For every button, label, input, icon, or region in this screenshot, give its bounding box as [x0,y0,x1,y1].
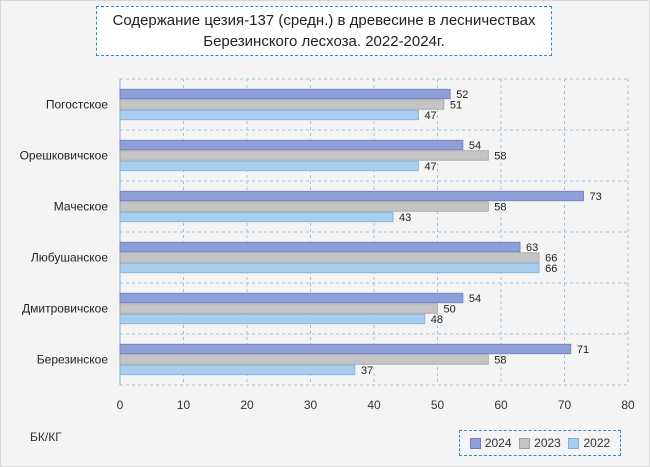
unit-label: БК/КГ [30,430,62,444]
bar-2023-3 [119,252,540,263]
legend-item-2023: 2023 [519,436,561,450]
bar-2024-4 [119,292,464,304]
legend-label-2022: 2022 [583,436,611,450]
x-tick-label-6: 60 [494,398,508,412]
data-label-2023-5: 58 [494,354,506,366]
legend-swatch-2023 [519,437,531,449]
category-label-3: Любушанское [31,251,108,265]
data-label-2023-3: 66 [545,252,557,264]
chart-title: Содержание цезия-137 (средн.) в древесин… [96,6,552,56]
bar-2022-5 [119,364,356,376]
x-tick-label-5: 50 [431,398,445,412]
bar-2023-0 [119,99,445,110]
bar-2022-0 [119,109,419,121]
legend-swatch-2024 [469,437,481,449]
data-label-2023-0: 51 [450,99,462,111]
data-label-2022-0: 47 [424,110,436,122]
bar-2024-3 [119,241,521,253]
x-tick-label-4: 40 [367,398,381,412]
bar-2022-3 [119,262,540,274]
x-tick-label-1: 10 [177,398,191,412]
data-label-2022-4: 48 [431,314,443,326]
bar-2023-5 [119,354,489,365]
bar-2024-5 [119,343,572,355]
chart-title-line-2: Березинского лесхоза. 2022-2024г. [203,33,445,50]
data-label-2023-4: 50 [444,303,456,315]
data-label-2022-2: 43 [399,212,411,224]
bar-2023-1 [119,150,489,161]
data-label-2024-4: 54 [469,293,481,305]
data-label-2024-5: 71 [577,344,589,356]
data-label-2022-3: 66 [545,263,557,275]
data-label-2023-2: 58 [494,201,506,213]
data-label-2024-2: 73 [590,191,602,203]
data-label-2024-1: 54 [469,140,481,152]
legend-item-2022: 2022 [568,436,610,450]
bar-2023-4 [119,303,438,314]
x-tick-label-7: 70 [558,398,572,412]
bar-2024-2 [119,190,584,202]
data-label-2022-1: 47 [424,161,436,173]
legend: 2024 2023 2022 [459,430,621,456]
x-tick-label-8: 80 [621,398,635,412]
legend-label-2024: 2024 [484,436,512,450]
x-tick-label-3: 30 [304,398,318,412]
category-label-0: Погостское [46,98,109,112]
data-label-2024-3: 63 [526,242,538,254]
x-tick-label-2: 20 [240,398,254,412]
bar-2023-2 [119,201,489,212]
category-label-4: Дмитровичское [22,302,108,316]
bar-2024-0 [119,88,451,100]
x-tick-label-0: 0 [117,398,124,412]
bar-2022-2 [119,211,394,223]
bar-2022-1 [119,160,419,172]
category-label-1: Орешковичское [20,149,109,163]
bar-2024-1 [119,139,464,151]
category-label-2: Маческое [54,200,109,214]
category-label-5: Березинское [37,353,109,367]
data-label-2022-5: 37 [361,365,373,377]
legend-swatch-2022 [568,437,580,449]
chart-title-line-1: Содержание цезия-137 (средн.) в древесин… [112,12,536,29]
legend-item-2024: 2024 [469,436,512,450]
legend-label-2023: 2023 [534,436,561,450]
data-label-2024-0: 52 [456,89,468,101]
bar-2022-4 [119,313,426,325]
data-label-2023-1: 58 [494,150,506,162]
